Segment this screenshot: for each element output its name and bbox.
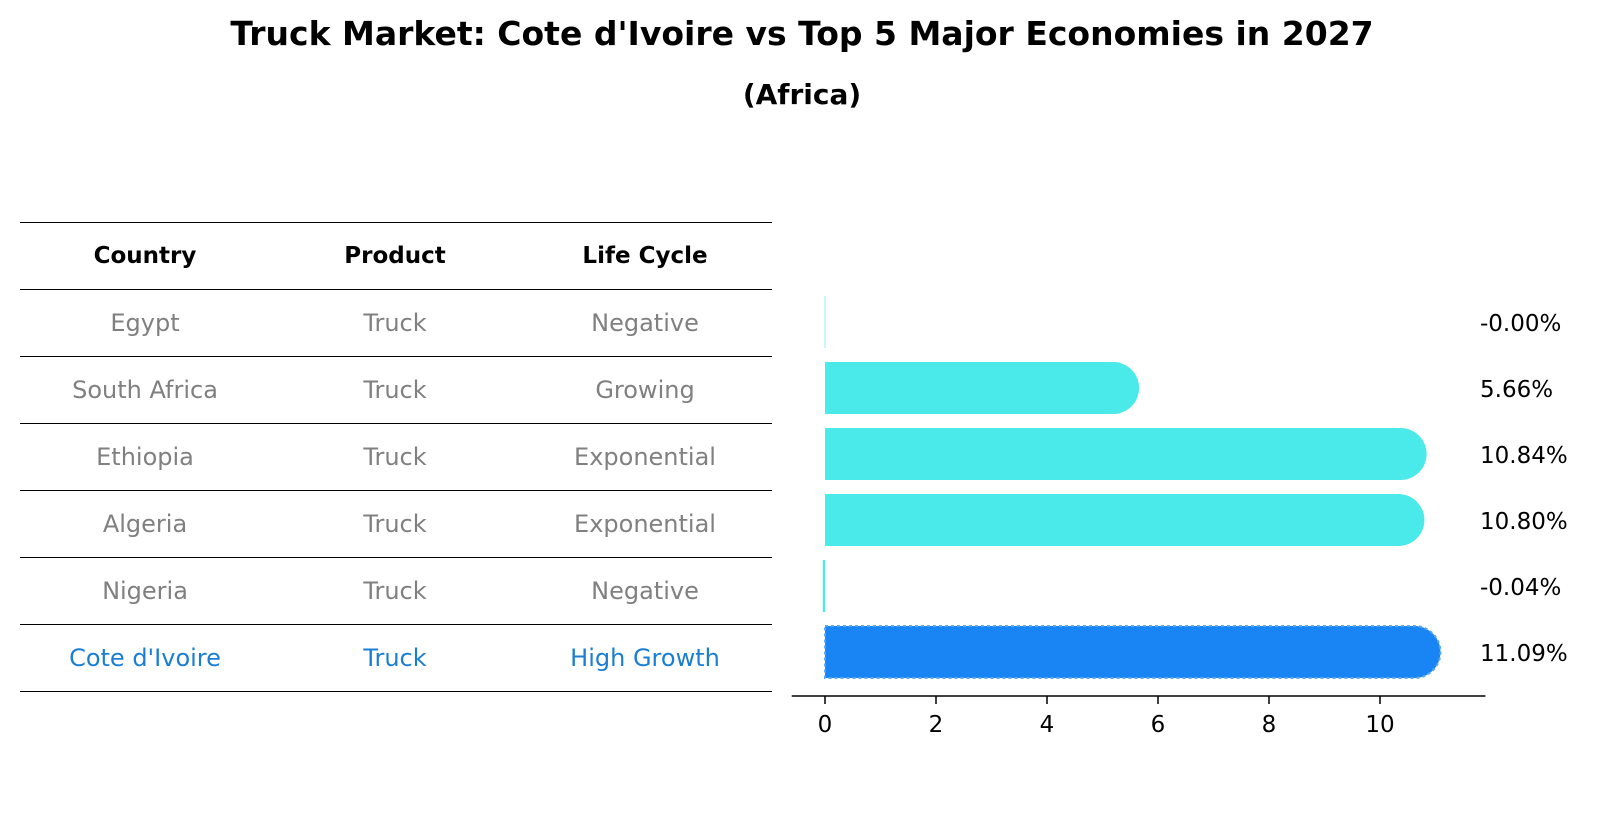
chart-title: Truck Market: Cote d'Ivoire vs Top 5 Maj…	[230, 14, 1374, 53]
table-row: Nigeria Truck Negative	[20, 557, 772, 624]
bar-highlight-outline	[824, 625, 1442, 679]
cell-life-cycle: Negative	[591, 309, 699, 337]
cell-product: Truck	[363, 644, 427, 672]
table-row-highlight: Cote d'Ivoire Truck High Growth	[20, 624, 772, 692]
bar-2	[825, 428, 1427, 480]
cell-country: Algeria	[102, 510, 188, 538]
cell-life-cycle: High Growth	[570, 644, 720, 672]
table-header-row: Country Product Life Cycle	[20, 222, 772, 289]
value-label-5: 11.09%	[1480, 641, 1568, 667]
cell-product: Truck	[363, 309, 427, 337]
bar-5	[825, 626, 1441, 678]
cell-product: Truck	[363, 376, 427, 404]
cell-product: Truck	[363, 577, 427, 605]
x-tick-label-3: 6	[1151, 712, 1166, 738]
table-row: South Africa Truck Growing	[20, 356, 772, 423]
cell-life-cycle: Exponential	[574, 443, 716, 471]
cell-country: Nigeria	[102, 577, 188, 605]
cell-product: Truck	[363, 443, 427, 471]
value-label-0: -0.00%	[1480, 311, 1561, 337]
x-tick-label-1: 2	[929, 712, 944, 738]
header-product: Product	[344, 243, 446, 269]
cell-country: Egypt	[110, 309, 180, 337]
x-tick-label-2: 4	[1040, 712, 1055, 738]
header-country: Country	[93, 243, 197, 269]
cell-life-cycle: Growing	[595, 376, 695, 404]
cell-life-cycle: Exponential	[574, 510, 716, 538]
x-tick-label-0: 0	[818, 712, 833, 738]
country-table: Country Product Life Cycle Egypt Truck N…	[20, 222, 772, 692]
bar-4	[822, 560, 825, 612]
header-life-cycle: Life Cycle	[582, 243, 708, 269]
table-row: Egypt Truck Negative	[20, 289, 772, 356]
cell-country: Ethiopia	[96, 443, 194, 471]
table-row: Ethiopia Truck Exponential	[20, 423, 772, 490]
cell-country: South Africa	[72, 376, 218, 404]
x-tick-label-5: 10	[1365, 712, 1394, 738]
value-label-1: 5.66%	[1480, 377, 1553, 403]
bar-1	[825, 362, 1140, 414]
value-label-4: -0.04%	[1480, 575, 1561, 601]
bar-0	[824, 296, 826, 348]
cell-product: Truck	[363, 510, 427, 538]
cell-life-cycle: Negative	[591, 577, 699, 605]
cell-country: Cote d'Ivoire	[69, 644, 221, 672]
x-tick-label-4: 8	[1262, 712, 1277, 738]
value-label-2: 10.84%	[1480, 443, 1568, 469]
bar-3	[825, 494, 1425, 546]
table-row: Algeria Truck Exponential	[20, 490, 772, 557]
chart-subtitle: (Africa)	[742, 78, 862, 111]
value-label-3: 10.80%	[1480, 509, 1568, 535]
